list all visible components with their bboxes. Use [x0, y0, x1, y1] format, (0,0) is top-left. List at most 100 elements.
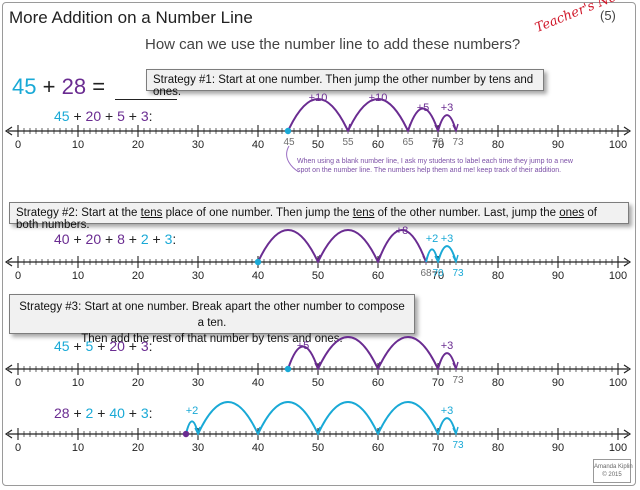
- equation-3: 45 + 5 + 20 + 3:: [54, 338, 153, 354]
- jump-label: +5: [417, 102, 430, 114]
- strategy-2-text-b: place of one number. Then jump the: [162, 207, 353, 219]
- eq1-term: 20: [85, 108, 102, 124]
- jump-arc: [287, 345, 319, 370]
- page-title: More Addition on a Number Line: [9, 8, 253, 27]
- eq2-term: 2: [140, 231, 149, 247]
- strategy-3-line-1: Strategy #3: Start at one number. Break …: [19, 301, 405, 329]
- jump-arc: [425, 248, 439, 263]
- author-credit: Amanda Kiplin © 2015: [593, 459, 633, 483]
- arrow-right-icon: [623, 126, 632, 136]
- eq1-term: 45: [54, 108, 70, 124]
- equation-2: 40 + 20 + 8 + 2 + 3:: [54, 231, 176, 247]
- start-point-dot: [182, 430, 190, 438]
- arc-arrowhead-icon: [452, 426, 459, 436]
- tick-label: 20: [132, 377, 144, 389]
- jump-arc: [347, 98, 409, 132]
- eq2-term: 20: [85, 231, 102, 247]
- equation-4: 28 + 2 + 40 + 3:: [54, 405, 153, 421]
- arrow-left-icon: [4, 126, 13, 136]
- tick-label: 40: [252, 377, 264, 389]
- eq3-term: 45: [54, 338, 70, 354]
- eq4-term: 2: [85, 405, 94, 421]
- arrow-right-icon: [623, 364, 632, 374]
- jump-label: +3: [441, 233, 454, 245]
- arrow-left-icon: [4, 257, 13, 267]
- credit-name: Amanda Kiplin: [594, 464, 633, 470]
- tick-label: 20: [132, 442, 144, 454]
- start-point-dot: [284, 365, 292, 373]
- tick-label: 10: [72, 139, 84, 151]
- eq1-op: +: [101, 108, 118, 124]
- tick-label: 100: [609, 270, 627, 282]
- landing-label: 55: [342, 137, 354, 148]
- teacher-note-line-2: spot on the number line. The numbers hel…: [297, 167, 562, 174]
- jump-label: +8: [396, 225, 409, 237]
- jump-label: +10: [309, 92, 328, 104]
- eq1-term: 3: [140, 108, 149, 124]
- eq2-colon: :: [172, 231, 177, 247]
- jump-arc: [317, 336, 379, 370]
- tick-label: 30: [192, 270, 204, 282]
- tick-label: 80: [492, 377, 504, 389]
- tick-label: 20: [132, 139, 144, 151]
- tick-label: 90: [552, 377, 564, 389]
- arrow-left-icon: [4, 429, 13, 439]
- tick-label: 40: [252, 442, 264, 454]
- tick-label: 90: [552, 442, 564, 454]
- eq4-colon: :: [148, 405, 153, 421]
- eq2-term: 40: [54, 231, 70, 247]
- jump-arc: [437, 417, 457, 435]
- page-frame: [2, 2, 636, 486]
- equation-1: 45 + 20 + 5 + 3:: [54, 108, 153, 124]
- jump-arc: [437, 245, 457, 263]
- arc-arrowhead-icon: [452, 254, 459, 264]
- eq3-term: 3: [140, 338, 149, 354]
- eq1-op: +: [69, 108, 86, 124]
- tick-label: 30: [192, 442, 204, 454]
- landing-label: 70: [432, 137, 444, 148]
- strategy-2-text-c: of the other number. Last, jump the: [374, 207, 560, 219]
- tick-label: 30: [192, 139, 204, 151]
- jump-label: +2: [186, 405, 199, 417]
- tick-label: 0: [15, 442, 21, 454]
- jump-label: +2: [426, 233, 439, 245]
- tick-label: 80: [492, 442, 504, 454]
- answer-blank: [115, 81, 178, 100]
- jump-arc: [317, 401, 379, 435]
- jump-arc: [377, 336, 439, 370]
- tick-label: 40: [252, 270, 264, 282]
- strategy-2-text-d: of both numbers.: [16, 207, 597, 231]
- eq4-term: 28: [54, 405, 70, 421]
- tick-label: 80: [492, 270, 504, 282]
- landing-label: 73: [452, 268, 464, 279]
- tick-label: 70: [432, 442, 444, 454]
- eq4-term: 40: [109, 405, 125, 421]
- landing-label: 73: [452, 375, 464, 386]
- tick-label: 10: [72, 270, 84, 282]
- landing-label: 70: [432, 268, 444, 279]
- eq3-op: +: [69, 338, 86, 354]
- main-equation: 45 + 28 =: [12, 74, 178, 100]
- tick-label: 100: [609, 377, 627, 389]
- jump-arc: [185, 420, 199, 435]
- strategy-1-box: Strategy #1: Start at one number. Then j…: [146, 69, 544, 98]
- jump-arc: [197, 401, 259, 435]
- jump-arc: [407, 107, 439, 132]
- arrow-right-icon: [623, 429, 632, 439]
- eq1-op: +: [124, 108, 141, 124]
- landing-label: 73: [452, 137, 464, 148]
- strategy-2-underline-ones: ones: [559, 207, 585, 219]
- eq2-op: +: [69, 231, 86, 247]
- eq4-op: +: [93, 405, 110, 421]
- eq3-term: 5: [85, 338, 94, 354]
- start-label: 45: [283, 137, 295, 148]
- eq3-op: +: [93, 338, 110, 354]
- landing-label: 73: [452, 440, 464, 451]
- jump-label: +3: [441, 102, 454, 114]
- eq2-op: +: [101, 231, 118, 247]
- strategy-3-box: Strategy #3: Start at one number. Break …: [9, 294, 415, 345]
- eq2-term: 8: [117, 231, 125, 247]
- jump-arc: [437, 352, 457, 370]
- tick-label: 50: [312, 377, 324, 389]
